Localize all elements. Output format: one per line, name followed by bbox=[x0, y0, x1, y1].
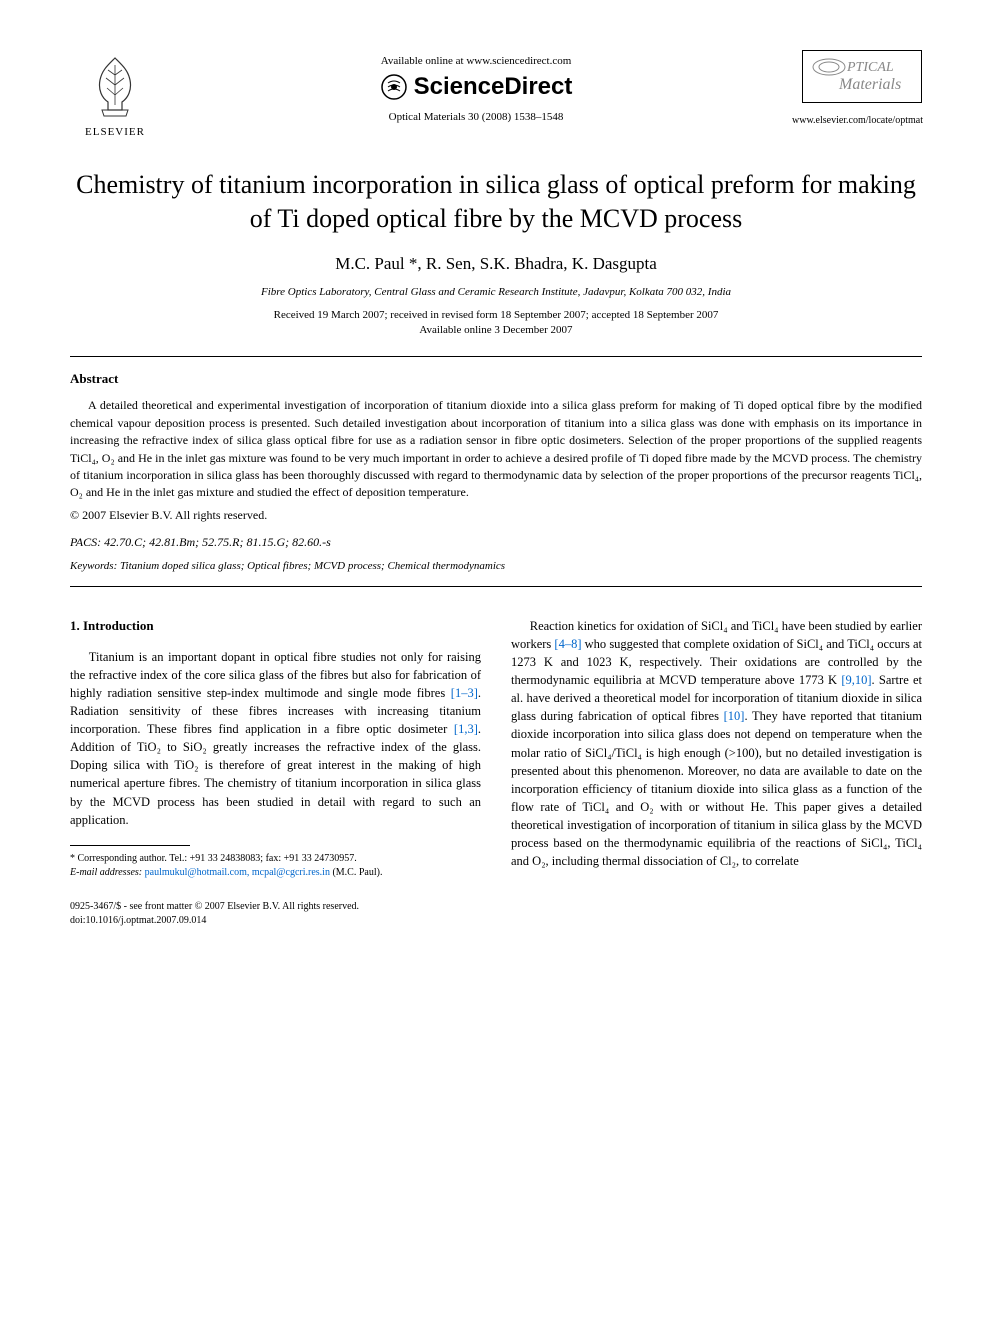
journal-logo-box: PTICAL Materials bbox=[802, 50, 922, 103]
journal-reference: Optical Materials 30 (2008) 1538–1548 bbox=[160, 111, 792, 123]
corresponding-author: * Corresponding author. Tel.: +91 33 248… bbox=[70, 852, 481, 866]
footnote-rule bbox=[70, 845, 190, 846]
pacs: PACS: 42.70.C; 42.81.Bm; 52.75.R; 81.15.… bbox=[70, 535, 922, 550]
svg-text:PTICAL: PTICAL bbox=[846, 60, 894, 75]
column-right: Reaction kinetics for oxidation of SiCl₄… bbox=[511, 617, 922, 928]
intro-paragraph-2: Reaction kinetics for oxidation of SiCl₄… bbox=[511, 617, 922, 871]
sciencedirect-icon bbox=[380, 73, 408, 101]
copyright: © 2007 Elsevier B.V. All rights reserved… bbox=[70, 508, 922, 523]
intro-paragraph-1: Titanium is an important dopant in optic… bbox=[70, 648, 481, 829]
keywords-label: Keywords: bbox=[70, 560, 117, 572]
dates-line1: Received 19 March 2007; received in revi… bbox=[274, 309, 719, 321]
email-addresses[interactable]: paulmukul@hotmail.com, mcpal@cgcri.res.i… bbox=[145, 867, 330, 878]
available-online: Available online at www.sciencedirect.co… bbox=[160, 55, 792, 67]
elsevier-tree-icon bbox=[80, 50, 150, 120]
rule-top bbox=[70, 356, 922, 357]
elsevier-text: ELSEVIER bbox=[70, 126, 160, 138]
ref-link[interactable]: [9,10] bbox=[841, 673, 871, 687]
sciencedirect-text: ScienceDirect bbox=[414, 73, 573, 101]
ref-link[interactable]: [10] bbox=[724, 709, 745, 723]
pacs-codes: 42.70.C; 42.81.Bm; 52.75.R; 81.15.G; 82.… bbox=[104, 535, 331, 549]
center-header: Available online at www.sciencedirect.co… bbox=[160, 50, 792, 123]
keywords: Keywords: Titanium doped silica glass; O… bbox=[70, 560, 922, 572]
abstract-text: A detailed theoretical and experimental … bbox=[70, 397, 922, 501]
elsevier-logo: ELSEVIER bbox=[70, 50, 160, 138]
optical-materials-icon: PTICAL Materials bbox=[809, 55, 919, 95]
article-title: Chemistry of titanium incorporation in s… bbox=[70, 168, 922, 236]
header-row: ELSEVIER Available online at www.science… bbox=[70, 50, 922, 138]
para-text: . Addition of TiO₂ to SiO₂ greatly incre… bbox=[70, 722, 481, 827]
body-columns: 1. Introduction Titanium is an important… bbox=[70, 617, 922, 928]
affiliation: Fibre Optics Laboratory, Central Glass a… bbox=[70, 286, 922, 298]
ref-link[interactable]: [4–8] bbox=[554, 637, 581, 651]
section-heading: 1. Introduction bbox=[70, 617, 481, 636]
rule-bottom bbox=[70, 586, 922, 587]
footnote: * Corresponding author. Tel.: +91 33 248… bbox=[70, 852, 481, 880]
email-line: E-mail addresses: paulmukul@hotmail.com,… bbox=[70, 866, 481, 880]
abstract-heading: Abstract bbox=[70, 371, 922, 387]
journal-url: www.elsevier.com/locate/optmat bbox=[792, 115, 922, 126]
pacs-label: PACS: bbox=[70, 535, 101, 549]
dates-line2: Available online 3 December 2007 bbox=[419, 324, 572, 336]
footer-doi: doi:10.1016/j.optmat.2007.09.014 bbox=[70, 914, 481, 928]
journal-logo: PTICAL Materials www.elsevier.com/locate… bbox=[792, 50, 922, 126]
footer: 0925-3467/$ - see front matter © 2007 El… bbox=[70, 900, 481, 928]
sciencedirect-logo: ScienceDirect bbox=[160, 73, 792, 101]
footer-line1: 0925-3467/$ - see front matter © 2007 El… bbox=[70, 900, 481, 914]
column-left: 1. Introduction Titanium is an important… bbox=[70, 617, 481, 928]
keywords-text: Titanium doped silica glass; Optical fib… bbox=[120, 560, 505, 572]
svg-text:Materials: Materials bbox=[838, 76, 901, 93]
page: ELSEVIER Available online at www.science… bbox=[0, 0, 992, 988]
ref-link[interactable]: [1–3] bbox=[451, 686, 478, 700]
para-text: Titanium is an important dopant in optic… bbox=[70, 650, 481, 700]
email-label: E-mail addresses: bbox=[70, 867, 142, 878]
para-text: . They have reported that titanium dioxi… bbox=[511, 709, 922, 868]
article-dates: Received 19 March 2007; received in revi… bbox=[70, 308, 922, 339]
authors: M.C. Paul *, R. Sen, S.K. Bhadra, K. Das… bbox=[70, 254, 922, 274]
email-author: (M.C. Paul). bbox=[332, 867, 382, 878]
ref-link[interactable]: [1,3] bbox=[454, 722, 478, 736]
